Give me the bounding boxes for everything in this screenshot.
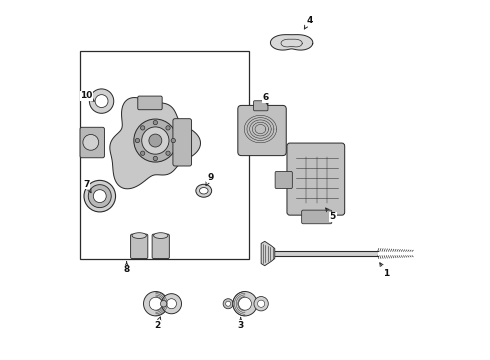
Ellipse shape	[132, 233, 147, 238]
FancyBboxPatch shape	[173, 119, 192, 166]
Circle shape	[223, 299, 233, 309]
Text: 9: 9	[206, 173, 214, 185]
Circle shape	[141, 151, 145, 156]
FancyBboxPatch shape	[238, 105, 286, 156]
Circle shape	[153, 156, 157, 161]
Circle shape	[254, 297, 269, 311]
Circle shape	[258, 300, 265, 307]
FancyBboxPatch shape	[131, 234, 148, 258]
Circle shape	[95, 95, 108, 108]
FancyBboxPatch shape	[152, 234, 170, 258]
Polygon shape	[261, 241, 275, 266]
Circle shape	[89, 89, 114, 113]
Bar	[80, 51, 248, 259]
Text: 7: 7	[83, 180, 91, 193]
FancyBboxPatch shape	[138, 96, 162, 110]
FancyBboxPatch shape	[275, 171, 293, 189]
Text: 1: 1	[380, 263, 390, 278]
Text: 2: 2	[154, 317, 161, 330]
Circle shape	[88, 185, 111, 208]
Ellipse shape	[199, 188, 208, 194]
Circle shape	[93, 190, 106, 203]
Circle shape	[134, 119, 177, 162]
Text: 5: 5	[326, 208, 336, 221]
Circle shape	[142, 127, 169, 154]
Circle shape	[166, 151, 170, 156]
Circle shape	[160, 301, 167, 307]
Circle shape	[171, 138, 175, 143]
Circle shape	[233, 292, 257, 316]
Circle shape	[153, 121, 157, 125]
Ellipse shape	[153, 233, 168, 238]
Circle shape	[149, 297, 162, 310]
Circle shape	[166, 126, 170, 130]
Circle shape	[135, 138, 140, 143]
Circle shape	[167, 299, 176, 309]
Text: 10: 10	[80, 91, 94, 101]
Text: 4: 4	[304, 16, 313, 29]
FancyBboxPatch shape	[80, 127, 104, 158]
Circle shape	[225, 301, 231, 306]
Text: 6: 6	[263, 93, 269, 105]
Circle shape	[141, 126, 145, 130]
Text: 3: 3	[238, 318, 244, 330]
Circle shape	[149, 134, 162, 147]
Circle shape	[161, 294, 181, 314]
FancyBboxPatch shape	[302, 210, 332, 224]
Circle shape	[144, 292, 168, 316]
FancyBboxPatch shape	[254, 101, 268, 111]
Circle shape	[84, 180, 116, 212]
Circle shape	[239, 297, 251, 310]
FancyBboxPatch shape	[287, 143, 344, 215]
Text: 8: 8	[123, 262, 130, 274]
Polygon shape	[110, 98, 200, 189]
Circle shape	[83, 134, 98, 150]
Ellipse shape	[196, 184, 212, 197]
Polygon shape	[270, 35, 313, 50]
